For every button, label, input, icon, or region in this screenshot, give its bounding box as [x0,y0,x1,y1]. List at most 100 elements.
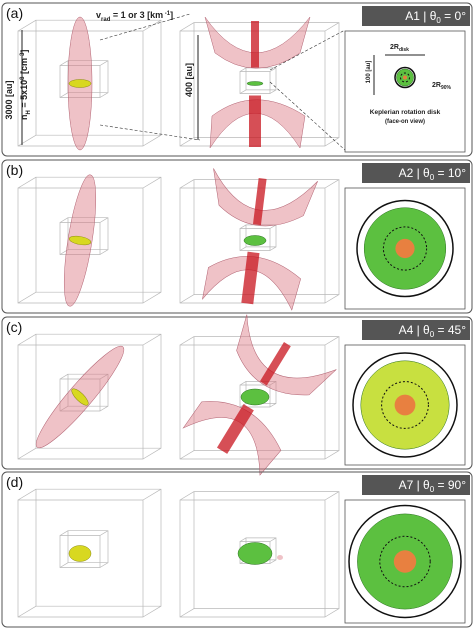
inset-frame [344,30,466,153]
panel: (a) A1 | θ0 = 0° [1,2,473,157]
tag-sub: 0 [430,173,435,182]
disk-core [393,550,417,573]
tag-prefix: A4 | θ [399,323,430,337]
t: ] [170,10,173,20]
t: 2R [390,44,399,51]
t: 90% [441,85,452,91]
panel-frame [1,471,473,628]
panel: (c) A4 | θ0 = 45° [1,314,473,476]
size-left: 3000 [au] [4,80,14,119]
panel: (d) A7 | θ0 = 90° [1,471,473,628]
r90-circle [382,226,428,271]
wireframe [179,336,340,460]
wireframe [17,333,162,460]
jet [251,21,259,68]
t: = 5x10 [19,80,29,110]
tag-suffix: = 45° [434,323,466,337]
tag-sub: 0 [436,16,441,25]
panel-label: (c) [6,319,22,335]
tag: A4 | θ0 = 45° [399,323,467,339]
rdisk-circle [394,66,416,89]
wireframe [17,176,162,304]
panel-frame [1,2,473,157]
wireframe [239,537,277,564]
tag-box [362,475,470,495]
disk-left [71,388,89,406]
t: n [19,115,29,121]
tag-suffix: = 0° [441,9,466,23]
disk-mid [246,81,264,86]
disk-left [68,79,92,88]
size-mid: 400 [au] [184,63,194,97]
tag-sub: 0 [430,330,435,339]
outflow-mid [204,16,311,149]
wireframe [59,530,109,568]
wireframe [239,67,277,94]
disk-core [395,238,415,259]
disk-mid [240,388,270,406]
wireframe [17,488,162,618]
outflow-mid [202,168,318,311]
rdisk-label: 2Rdisk [390,44,409,53]
r90-circle [400,72,410,83]
wireframe [179,491,340,618]
t: -3 [20,52,26,58]
annotations: vrad = 1 or 3 [km -1] nH = 5x108 [cm-3] … [4,10,452,125]
panel: (b) A2 | θ0 = 10° [1,159,473,314]
panel-label: (b) [6,162,23,178]
t: 2R [432,82,441,89]
jet [259,342,291,386]
inset-sub: (face-on view) [385,119,425,125]
tag: A2 | θ0 = 10° [399,166,467,182]
inset-title: Keplerian rotation disk [370,109,441,116]
rdisk-circle [352,352,458,458]
jet [249,95,261,147]
tag-box [362,320,470,340]
blob [277,555,283,560]
nh-label: nH = 5x108 [cm-3] [19,50,32,120]
wireframe [239,381,277,408]
panel-frame [1,159,473,314]
wireframe [17,19,162,147]
tag-box [362,6,470,26]
tag-sub: 0 [430,485,435,494]
t: disk [399,47,409,53]
tag-prefix: A2 | θ [399,166,430,180]
r90-circle [379,535,431,588]
disk-core [403,75,407,80]
outflow-mid [182,314,337,476]
tag-box [362,163,470,183]
t: -1 [163,11,171,17]
wireframe [59,373,109,412]
tag: A7 | θ0 = 90° [399,478,467,494]
disk-mid [237,542,273,565]
vrad-label: vrad = 1 or 3 [km -1] [96,10,173,23]
wireframe [239,224,277,251]
t: [cm [19,58,29,77]
zoom-guides [99,13,346,151]
tag: A1 | θ0 = 0° [405,9,466,25]
jet [216,404,254,454]
jet [252,177,267,226]
size-arrows [21,30,425,145]
wireframe [59,217,109,255]
tag-suffix: = 90° [434,478,466,492]
disk-left [68,545,92,562]
disk-left [68,235,92,246]
rdisk-circle [348,504,462,619]
jet [241,251,260,305]
t: = 1 or 3 [km [110,10,163,20]
r90-circle [381,381,429,429]
wireframe [179,22,340,147]
wireframe [179,179,340,304]
wireframe [59,60,109,98]
r90-label: 2R90% [432,82,452,91]
tag-suffix: = 10° [434,166,466,180]
panel-frame [1,316,473,470]
size-right: 100 [au] [366,61,372,84]
t: rad [101,17,111,23]
t: v [96,10,101,20]
tag-prefix: A7 | θ [399,478,430,492]
panel-label: (a) [6,5,23,21]
